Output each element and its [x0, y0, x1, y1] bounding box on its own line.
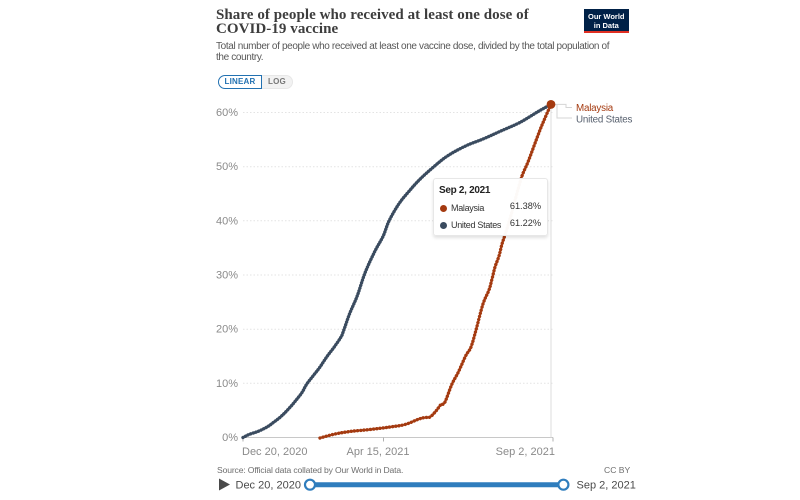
- svg-text:10%: 10%: [216, 378, 238, 390]
- svg-text:Malaysia: Malaysia: [576, 103, 614, 114]
- svg-text:0%: 0%: [222, 432, 238, 444]
- svg-text:United States: United States: [576, 115, 633, 126]
- svg-text:50%: 50%: [216, 161, 238, 173]
- svg-text:30%: 30%: [216, 270, 238, 282]
- svg-text:Dec 20, 2020: Dec 20, 2020: [236, 480, 301, 492]
- svg-text:Sep 2, 2021: Sep 2, 2021: [496, 446, 555, 458]
- svg-text:Sep 2, 2021: Sep 2, 2021: [577, 480, 636, 492]
- svg-text:60%: 60%: [216, 107, 238, 119]
- svg-text:Apr 15, 2021: Apr 15, 2021: [347, 446, 410, 458]
- svg-text:40%: 40%: [216, 215, 238, 227]
- svg-text:20%: 20%: [216, 324, 238, 336]
- svg-text:Dec 20, 2020: Dec 20, 2020: [242, 446, 307, 458]
